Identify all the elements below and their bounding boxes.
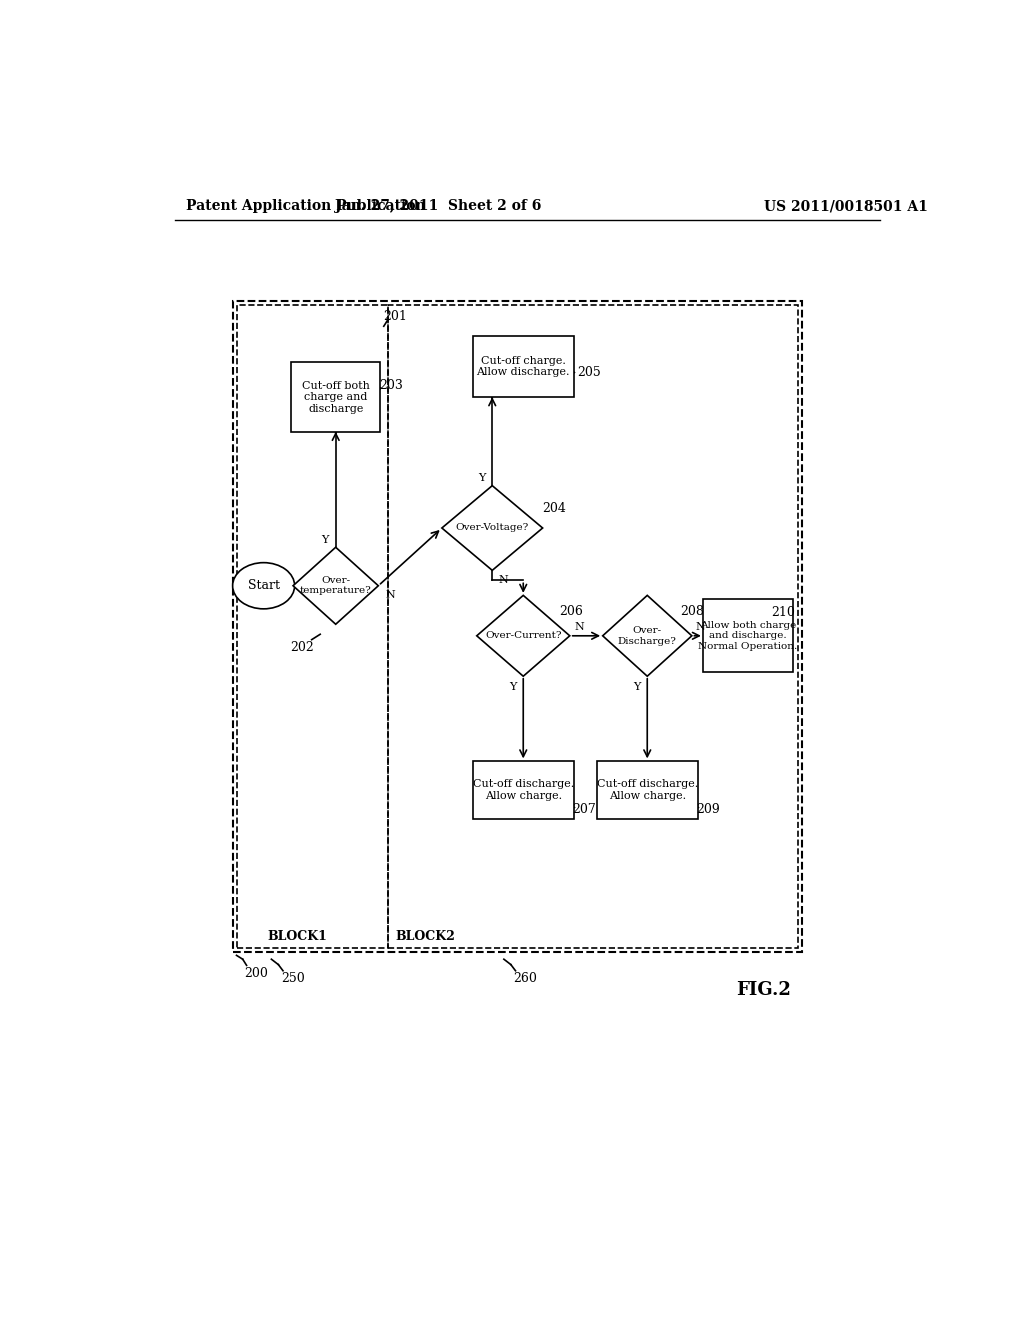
Text: Y: Y <box>478 473 485 483</box>
Bar <box>237 305 388 948</box>
Text: Cut-off both
charge and
discharge: Cut-off both charge and discharge <box>302 380 370 413</box>
Text: Patent Application Publication: Patent Application Publication <box>186 199 426 213</box>
Bar <box>232 301 802 952</box>
Text: N: N <box>574 622 584 631</box>
Text: Over-Voltage?: Over-Voltage? <box>456 524 528 532</box>
Text: Start: Start <box>248 579 280 593</box>
Text: Y: Y <box>509 682 516 693</box>
Text: Cut-off charge.
Allow discharge.: Cut-off charge. Allow discharge. <box>476 355 570 378</box>
Text: BLOCK1: BLOCK1 <box>267 929 328 942</box>
Text: 200: 200 <box>244 966 268 979</box>
Text: Y: Y <box>633 682 640 693</box>
Bar <box>473 760 573 818</box>
Ellipse shape <box>232 562 295 609</box>
Text: 207: 207 <box>571 803 596 816</box>
Text: Jan. 27, 2011  Sheet 2 of 6: Jan. 27, 2011 Sheet 2 of 6 <box>335 199 542 213</box>
Text: 206: 206 <box>559 605 584 618</box>
Text: N: N <box>696 622 706 631</box>
Text: Y: Y <box>322 535 329 545</box>
Text: 201: 201 <box>383 310 408 323</box>
Text: Over-Current?: Over-Current? <box>485 631 561 640</box>
Text: 208: 208 <box>680 605 705 618</box>
Text: 250: 250 <box>282 972 305 985</box>
Bar <box>597 760 697 818</box>
Polygon shape <box>442 486 543 570</box>
Text: Cut-off discharge.
Allow charge.: Cut-off discharge. Allow charge. <box>473 779 573 801</box>
Text: Over-
Discharge?: Over- Discharge? <box>617 626 677 645</box>
Bar <box>473 335 573 397</box>
Text: US 2011/0018501 A1: US 2011/0018501 A1 <box>764 199 928 213</box>
Text: 202: 202 <box>291 640 314 653</box>
Text: Cut-off discharge.
Allow charge.: Cut-off discharge. Allow charge. <box>597 779 698 801</box>
Text: BLOCK2: BLOCK2 <box>395 929 456 942</box>
Text: 209: 209 <box>696 803 720 816</box>
Bar <box>703 599 793 672</box>
Bar <box>388 305 799 948</box>
Text: Over-
temperature?: Over- temperature? <box>300 576 372 595</box>
Polygon shape <box>293 548 378 624</box>
Polygon shape <box>603 595 692 676</box>
Text: 260: 260 <box>514 972 538 985</box>
Text: 203: 203 <box>380 379 403 392</box>
Text: N: N <box>499 574 508 585</box>
Bar <box>291 363 380 432</box>
Text: 204: 204 <box>543 502 566 515</box>
Text: 205: 205 <box>578 366 601 379</box>
Text: FIG.2: FIG.2 <box>736 981 791 999</box>
Text: N: N <box>385 590 395 601</box>
Text: Allow both charge
and discharge.
Normal Operation.: Allow both charge and discharge. Normal … <box>698 620 798 651</box>
Polygon shape <box>477 595 569 676</box>
Text: 210: 210 <box>771 606 795 619</box>
